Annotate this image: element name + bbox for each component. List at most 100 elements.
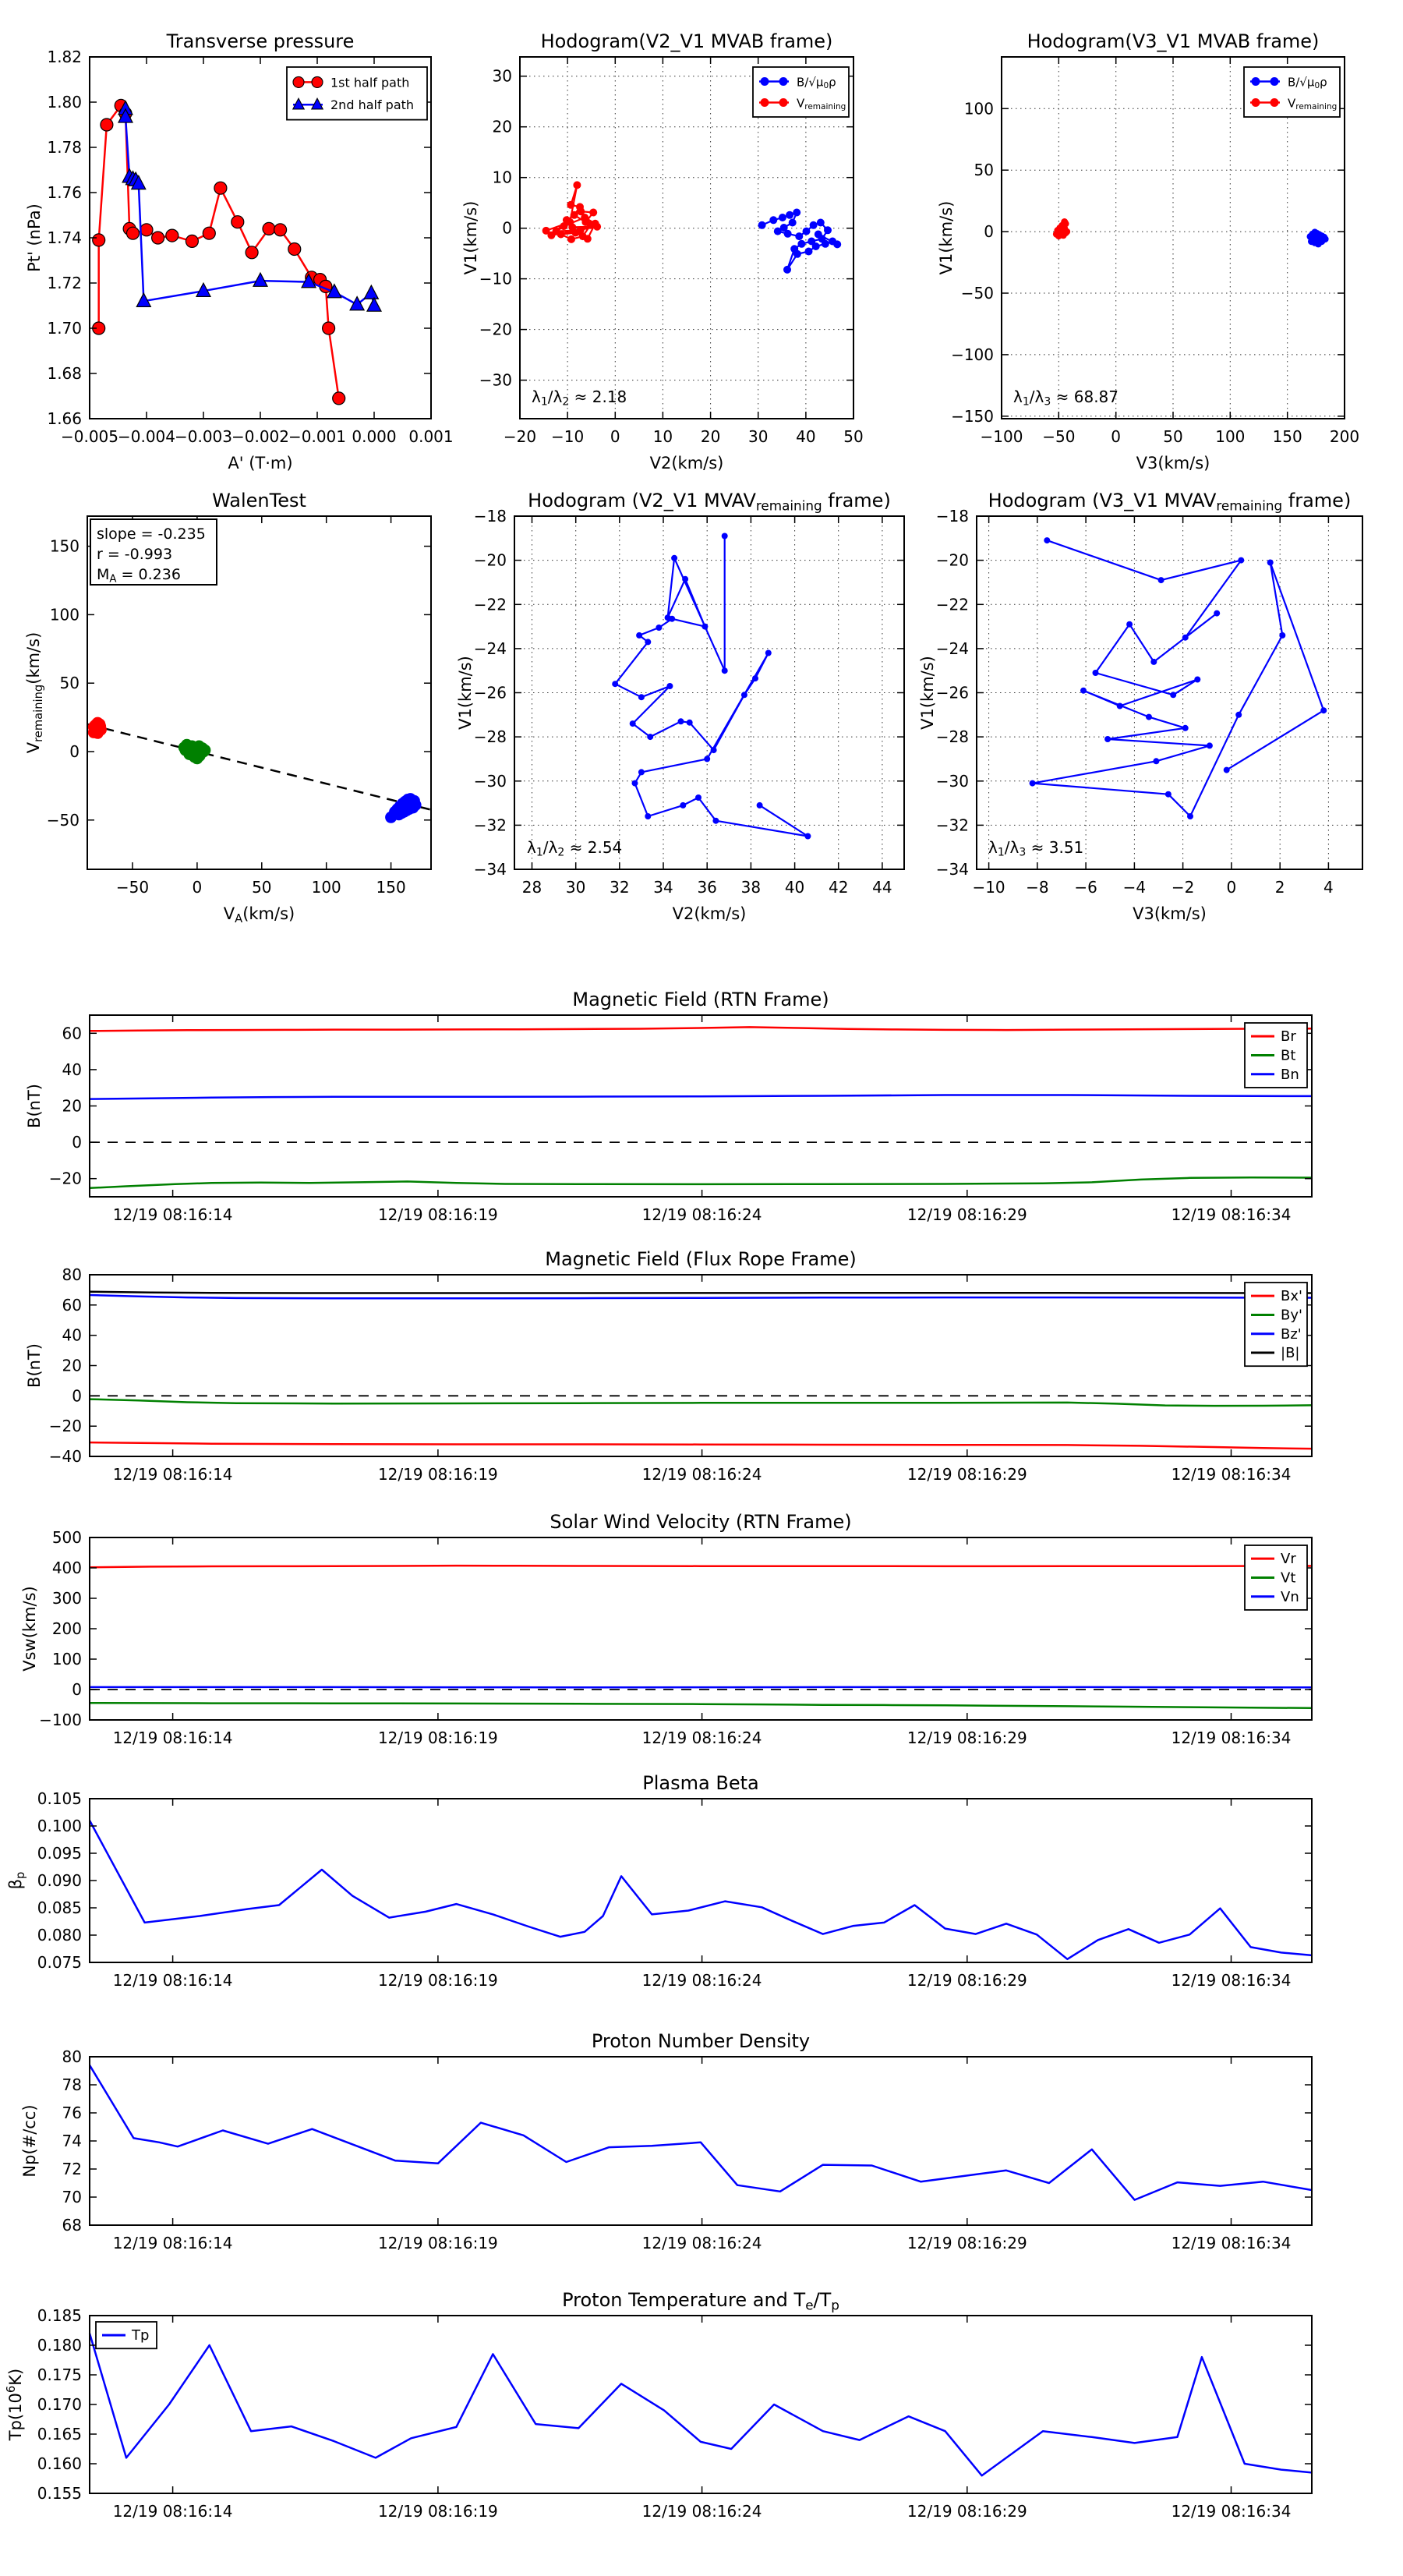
- y-tick-label: 30: [493, 67, 512, 86]
- x-tick-label: 12/19 08:16:24: [642, 1205, 762, 1224]
- y-tick-label: 68: [62, 2216, 82, 2235]
- transverse-pressure-ylabel: Pt' (nPa): [25, 203, 44, 272]
- y-tick-label: 1.70: [47, 319, 82, 338]
- y-tick-label: −20: [479, 320, 512, 339]
- y-tick-label: −100: [39, 1711, 82, 1729]
- legend-label: |B|: [1281, 1345, 1299, 1361]
- y-tick-label: 0.100: [37, 1817, 82, 1835]
- hodogram-v3v1-mvab-xlabel: V3(km/s): [1136, 454, 1210, 472]
- series-line-Bx-prime: [90, 1442, 1312, 1449]
- y-tick-label: −26: [936, 684, 969, 702]
- hodogram-v3v1-mvav-xlabel: V3(km/s): [1133, 904, 1207, 923]
- x-tick-label: 0: [1111, 427, 1121, 446]
- y-tick-label: 0.170: [37, 2395, 82, 2414]
- x-tick-label: 30: [748, 427, 768, 446]
- y-tick-label: 1.66: [47, 409, 82, 428]
- x-tick-label: 12/19 08:16:24: [642, 2234, 762, 2252]
- y-tick-label: 300: [52, 1589, 82, 1608]
- legend-label: Bt: [1281, 1047, 1295, 1063]
- hodogram-v2v1-mvav-title: Hodogram (V2_V1 MVAVremaining frame): [528, 490, 891, 513]
- stats-box-line: MA = 0.236: [97, 566, 181, 585]
- annotation: λ1/λ2 ≈ 2.54: [527, 838, 622, 859]
- x-tick-label: 100: [1215, 427, 1245, 446]
- axes-frame: [90, 1537, 1312, 1720]
- x-tick-label: −2: [1172, 878, 1194, 897]
- plasma-beta-ylabel: βp: [6, 1872, 27, 1890]
- y-tick-label: −26: [474, 684, 507, 702]
- hodogram-v2v1-mvab-xlabel: V2(km/s): [650, 454, 724, 472]
- x-tick-label: 12/19 08:16:19: [378, 1729, 498, 1747]
- series-line-second-half-path: [125, 109, 374, 306]
- axes-frame: [514, 516, 904, 869]
- x-tick-label: 10: [653, 427, 673, 446]
- x-tick-label: 20: [701, 427, 720, 446]
- x-tick-label: 0.000: [352, 427, 396, 446]
- y-tick-label: −24: [474, 639, 507, 658]
- axes-frame: [90, 1275, 1312, 1456]
- x-tick-label: 42: [829, 878, 848, 897]
- y-tick-label: 0.085: [37, 1898, 82, 1917]
- transverse-pressure-title: Transverse pressure: [166, 30, 355, 52]
- x-tick-label: −0.004: [118, 427, 175, 446]
- x-tick-label: 12/19 08:16:14: [113, 1729, 233, 1747]
- y-tick-label: −50: [961, 284, 994, 303]
- x-tick-label: 12/19 08:16:14: [113, 1971, 233, 1990]
- y-tick-label: 0.180: [37, 2336, 82, 2355]
- y-tick-label: 0.090: [37, 1871, 82, 1890]
- legend: Bx'By'Bz'|B|: [1245, 1283, 1307, 1366]
- series-line-walen-fit: [87, 724, 431, 810]
- x-tick-label: 12/19 08:16:14: [113, 2234, 233, 2252]
- y-tick-label: 100: [52, 1650, 82, 1668]
- y-tick-label: −10: [479, 270, 512, 288]
- y-tick-label: 76: [62, 2104, 82, 2122]
- x-tick-label: −0.003: [175, 427, 232, 446]
- x-tick-label: −10: [551, 427, 584, 446]
- x-tick-label: 150: [1273, 427, 1302, 446]
- x-tick-label: 40: [785, 878, 804, 897]
- legend-label: B/√μ0ρ: [1288, 76, 1327, 91]
- x-tick-label: 200: [1330, 427, 1359, 446]
- legend-label: Vn: [1281, 1589, 1299, 1605]
- y-tick-label: 0: [72, 1133, 82, 1152]
- magnetic-field-flux-rope-ylabel: B(nT): [25, 1343, 44, 1388]
- x-tick-label: 100: [312, 878, 341, 897]
- series-markers-b-hodogram: [612, 533, 811, 840]
- hodogram-v3v1-mvav-ylabel: V1(km/s): [918, 656, 937, 730]
- y-tick-label: −40: [49, 1447, 82, 1466]
- legend-label: B/√μ0ρ: [797, 76, 836, 91]
- series-markers-v-remaining: [1053, 218, 1070, 239]
- x-tick-label: 12/19 08:16:19: [378, 2502, 498, 2521]
- x-tick-label: 32: [610, 878, 629, 897]
- series-line-By-prime: [90, 1399, 1312, 1407]
- y-tick-label: 1.72: [47, 274, 82, 292]
- x-tick-label: 40: [796, 427, 815, 446]
- series-line-first-half-path: [99, 105, 339, 398]
- y-tick-label: 40: [62, 1326, 82, 1345]
- series-markers-cluster-1st-half: [88, 717, 107, 739]
- stats-box-line: r = -0.993: [97, 546, 172, 563]
- x-tick-label: 12/19 08:16:29: [907, 2234, 1027, 2252]
- y-tick-label: 1.76: [47, 183, 82, 202]
- x-tick-label: 12/19 08:16:24: [642, 1465, 762, 1484]
- x-tick-label: 50: [252, 878, 271, 897]
- x-tick-label: −50: [116, 878, 149, 897]
- y-tick-label: 72: [62, 2160, 82, 2178]
- y-tick-label: 0: [72, 1386, 82, 1405]
- x-tick-label: 2: [1275, 878, 1285, 897]
- annotation: λ1/λ3 ≈ 68.87: [1013, 387, 1119, 409]
- x-tick-label: 0: [610, 427, 620, 446]
- y-tick-label: −22: [936, 595, 969, 614]
- y-tick-label: 500: [52, 1528, 82, 1547]
- y-tick-label: −20: [936, 551, 969, 570]
- y-tick-label: 0: [72, 1680, 82, 1699]
- series-markers-first-half-path: [93, 99, 345, 405]
- x-tick-label: 50: [843, 427, 863, 446]
